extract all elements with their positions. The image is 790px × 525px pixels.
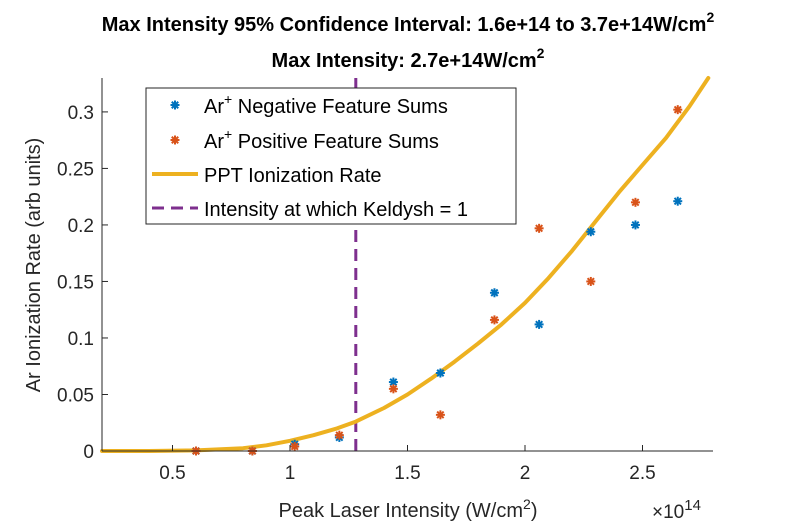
positive-point xyxy=(673,105,683,115)
x-axis-exponent-base: ×10 xyxy=(652,502,684,523)
chart-title-line-2-text: Max Intensity: 2.7e+14W/cm xyxy=(272,50,537,72)
positive-point-stroke xyxy=(290,442,299,451)
negative-point xyxy=(673,196,683,206)
y-tick-label: 0.2 xyxy=(68,216,94,237)
legend-box xyxy=(145,87,517,225)
chart-title-line-1-sup: 2 xyxy=(706,9,714,25)
positive-point xyxy=(586,276,596,286)
legend-label-negative: Ar+ Negative Feature Sums xyxy=(204,91,448,118)
negative-point-stroke xyxy=(586,227,595,236)
positive-point-stroke xyxy=(335,431,344,440)
legend-label-ppt: PPT Ionization Rate xyxy=(204,165,382,187)
legend-label-positive-sup: + xyxy=(224,126,232,142)
negative-point-stroke xyxy=(673,197,682,206)
legend: Ar+ Negative Feature Sums Ar+ Positive F… xyxy=(145,87,517,225)
positive-point-stroke xyxy=(436,410,445,419)
x-axis-ticks: 0.5 1 1.5 2 2.5 xyxy=(159,445,656,484)
positive-point-stroke xyxy=(389,384,398,393)
negative-point xyxy=(630,220,640,230)
positive-point xyxy=(489,315,499,325)
legend-marker-negative xyxy=(170,100,180,110)
y-axis-label: Ar Ionization Rate (arb units) xyxy=(23,138,45,393)
legend-star-stroke xyxy=(171,101,179,109)
legend-star-stroke xyxy=(171,136,179,144)
y-tick-label: 0.25 xyxy=(57,159,94,180)
positive-point-stroke xyxy=(586,277,595,286)
legend-label-keldysh: Intensity at which Keldysh = 1 xyxy=(204,199,468,221)
legend-label-positive-base: Ar xyxy=(204,131,224,153)
positive-point-stroke xyxy=(490,315,499,324)
legend-marker-positive xyxy=(170,135,180,145)
legend-label-negative-rest: Negative Feature Sums xyxy=(232,96,448,118)
positive-point xyxy=(388,384,398,394)
positive-point-stroke xyxy=(535,224,544,233)
y-tick-label: 0.3 xyxy=(68,103,94,124)
y-tick-label: 0 xyxy=(83,442,94,463)
x-axis-label-sup: 2 xyxy=(523,496,531,512)
chart-title-line-1-text: Max Intensity 95% Confidence Interval: 1… xyxy=(102,14,707,36)
positive-point xyxy=(534,223,544,233)
negative-point-stroke xyxy=(490,288,499,297)
negative-point-stroke xyxy=(389,378,398,386)
negative-point xyxy=(435,368,445,378)
x-axis-label-end: ) xyxy=(531,500,538,522)
x-tick-label: 0.5 xyxy=(159,463,185,484)
positive-point xyxy=(334,430,344,440)
positive-point-stroke xyxy=(631,198,640,207)
legend-item-keldysh: Intensity at which Keldysh = 1 xyxy=(152,199,468,221)
positive-point xyxy=(630,197,640,207)
positive-point-stroke xyxy=(673,105,682,114)
x-axis-label: Peak Laser Intensity (W/cm2) xyxy=(279,496,538,522)
legend-label-positive-rest: Positive Feature Sums xyxy=(232,131,439,153)
x-axis-exponent: ×1014 xyxy=(652,497,701,523)
y-tick-label: 0.15 xyxy=(57,272,94,293)
x-axis-label-text: Peak Laser Intensity (W/cm xyxy=(279,500,524,522)
legend-label-positive: Ar+ Positive Feature Sums xyxy=(204,126,439,153)
chart-title-line-1: Max Intensity 95% Confidence Interval: 1… xyxy=(102,9,715,36)
y-tick-label: 0.05 xyxy=(57,385,94,406)
y-tick-label: 0.1 xyxy=(68,329,94,350)
legend-star xyxy=(170,100,180,110)
legend-label-negative-base: Ar xyxy=(204,96,224,118)
positive-point xyxy=(435,410,445,420)
negative-point-stroke xyxy=(436,369,445,377)
legend-item-ppt: PPT Ionization Rate xyxy=(152,165,382,187)
x-axis-exponent-power: 14 xyxy=(684,497,701,514)
legend-item-negative: Ar+ Negative Feature Sums xyxy=(170,91,448,118)
negative-point xyxy=(586,227,596,237)
legend-star xyxy=(170,135,180,145)
negative-point xyxy=(534,319,544,329)
chart-title-line-2-sup: 2 xyxy=(537,45,545,61)
x-tick-label: 2.5 xyxy=(629,463,655,484)
chart-title-line-2: Max Intensity: 2.7e+14W/cm2 xyxy=(272,45,545,72)
negative-point-stroke xyxy=(631,220,640,229)
positive-point xyxy=(290,441,300,451)
x-tick-label: 1.5 xyxy=(394,463,420,484)
negative-point-stroke xyxy=(535,320,544,329)
x-tick-label: 1 xyxy=(285,463,296,484)
legend-label-negative-sup: + xyxy=(224,91,232,107)
legend-item-positive: Ar+ Positive Feature Sums xyxy=(170,126,439,153)
x-tick-label: 2 xyxy=(520,463,531,484)
negative-point xyxy=(489,288,499,298)
y-axis-ticks: 0 0.05 0.1 0.15 0.2 0.25 0.3 xyxy=(57,103,108,463)
